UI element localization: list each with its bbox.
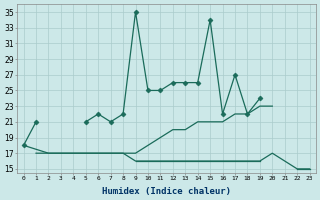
X-axis label: Humidex (Indice chaleur): Humidex (Indice chaleur) — [102, 187, 231, 196]
